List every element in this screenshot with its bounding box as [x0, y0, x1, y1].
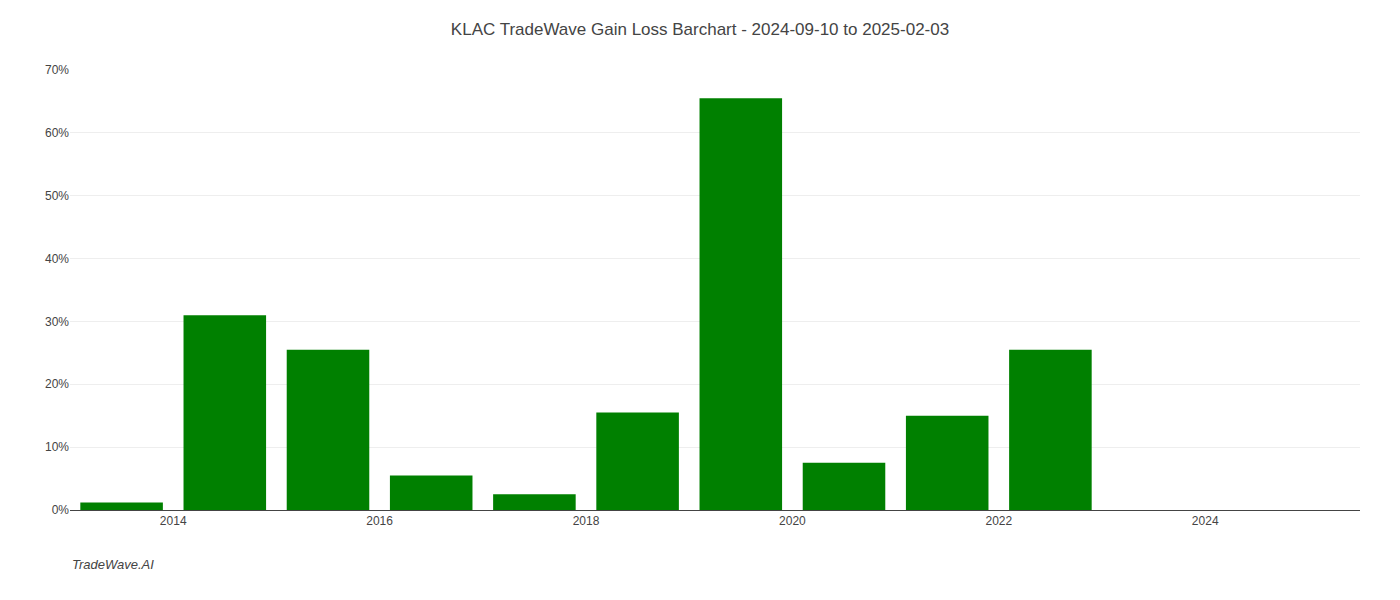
svg-text:2014: 2014 — [160, 514, 187, 528]
svg-text:40%: 40% — [45, 252, 69, 266]
svg-text:KLAC TradeWave Gain Loss Barch: KLAC TradeWave Gain Loss Barchart - 2024… — [451, 20, 949, 39]
svg-text:70%: 70% — [45, 63, 69, 77]
svg-text:2024: 2024 — [1192, 514, 1219, 528]
svg-text:2016: 2016 — [366, 514, 393, 528]
svg-text:20%: 20% — [45, 377, 69, 391]
svg-text:2022: 2022 — [985, 514, 1012, 528]
svg-text:50%: 50% — [45, 189, 69, 203]
svg-text:2018: 2018 — [573, 514, 600, 528]
svg-text:0%: 0% — [52, 503, 70, 517]
svg-text:TradeWave.AI: TradeWave.AI — [72, 557, 154, 572]
svg-text:2020: 2020 — [779, 514, 806, 528]
svg-text:10%: 10% — [45, 440, 69, 454]
svg-text:60%: 60% — [45, 126, 69, 140]
svg-text:30%: 30% — [45, 315, 69, 329]
